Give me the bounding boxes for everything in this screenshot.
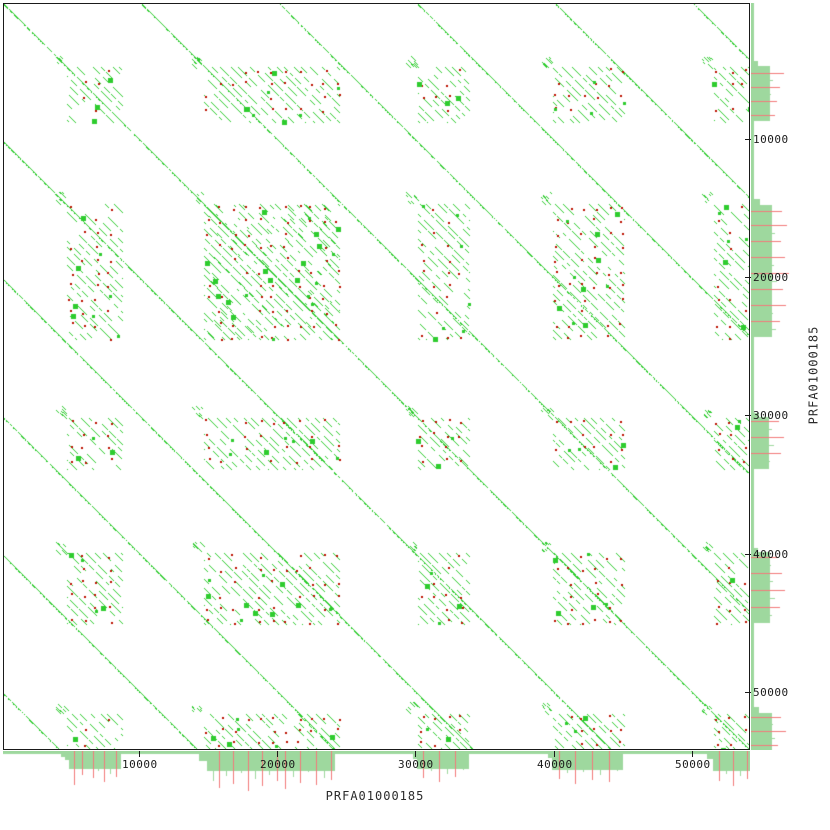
y-histogram-canvas: [751, 3, 799, 750]
x-axis-title: PRFA01000185: [325, 789, 425, 803]
y-axis-title-wrap: PRFA01000185: [797, 0, 830, 750]
dotplot-canvas[interactable]: [4, 4, 749, 749]
dotplot-panel[interactable]: [3, 3, 750, 750]
y-axis-title: PRFA01000185: [806, 325, 821, 425]
x-coverage-histogram: [3, 751, 750, 795]
y-coverage-histogram: [751, 3, 799, 750]
x-histogram-canvas: [3, 751, 750, 795]
